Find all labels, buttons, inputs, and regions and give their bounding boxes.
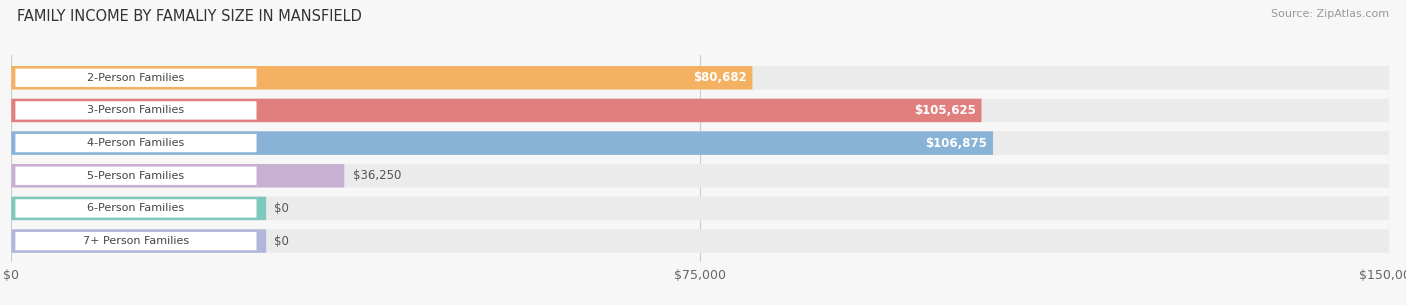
FancyBboxPatch shape (11, 229, 1389, 253)
Text: 5-Person Families: 5-Person Families (87, 171, 184, 181)
Text: $0: $0 (274, 235, 290, 248)
FancyBboxPatch shape (11, 164, 1389, 188)
Text: 7+ Person Families: 7+ Person Families (83, 236, 188, 246)
FancyBboxPatch shape (15, 101, 256, 120)
Text: 6-Person Families: 6-Person Families (87, 203, 184, 213)
Text: FAMILY INCOME BY FAMALIY SIZE IN MANSFIELD: FAMILY INCOME BY FAMALIY SIZE IN MANSFIE… (17, 9, 361, 24)
FancyBboxPatch shape (11, 197, 266, 220)
FancyBboxPatch shape (11, 229, 266, 253)
FancyBboxPatch shape (15, 167, 256, 185)
FancyBboxPatch shape (15, 134, 256, 152)
FancyBboxPatch shape (11, 66, 1389, 90)
Text: Source: ZipAtlas.com: Source: ZipAtlas.com (1271, 9, 1389, 19)
Text: $106,875: $106,875 (925, 137, 987, 149)
FancyBboxPatch shape (15, 232, 256, 250)
Text: 3-Person Families: 3-Person Families (87, 106, 184, 115)
Text: 2-Person Families: 2-Person Families (87, 73, 184, 83)
FancyBboxPatch shape (11, 99, 981, 122)
FancyBboxPatch shape (15, 69, 256, 87)
Text: 4-Person Families: 4-Person Families (87, 138, 184, 148)
Text: $80,682: $80,682 (693, 71, 747, 84)
Text: $0: $0 (274, 202, 290, 215)
FancyBboxPatch shape (11, 131, 1389, 155)
Text: $105,625: $105,625 (914, 104, 976, 117)
FancyBboxPatch shape (11, 131, 993, 155)
FancyBboxPatch shape (11, 66, 752, 90)
FancyBboxPatch shape (11, 197, 1389, 220)
FancyBboxPatch shape (11, 99, 1389, 122)
Text: $36,250: $36,250 (353, 169, 401, 182)
FancyBboxPatch shape (15, 199, 256, 217)
FancyBboxPatch shape (11, 164, 344, 188)
